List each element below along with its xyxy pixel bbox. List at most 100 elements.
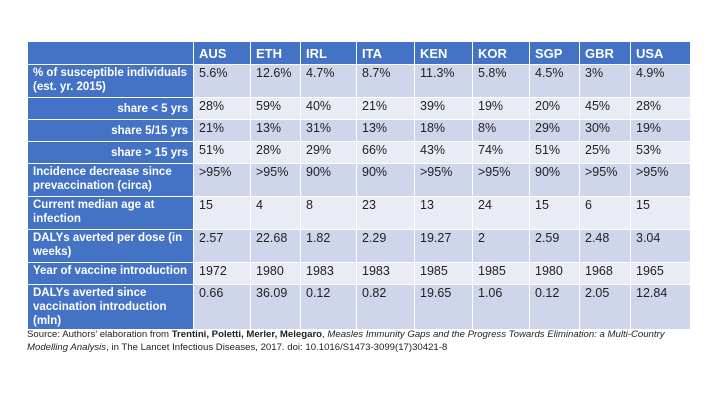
- source-suffix: , in The Lancet Infectious Diseases, 201…: [106, 342, 448, 353]
- source-title: Measles Immunity Gaps and the Progress T…: [27, 329, 665, 353]
- table-cell: 74%: [472, 141, 530, 164]
- column-header-kor: KOR: [472, 41, 530, 65]
- table-cell: 13%: [356, 119, 415, 142]
- source-authors: Trentini, Poletti, Merler, Melegaro: [171, 329, 323, 340]
- table-cell: 1965: [630, 262, 691, 285]
- row-label: Year of vaccine introduction: [27, 262, 194, 285]
- row-label: DALYs averted since vaccination introduc…: [27, 284, 194, 330]
- table-cell: 13%: [250, 119, 301, 142]
- table-row: share < 5 yrs 28% 59% 40% 21% 39% 19% 20% 45% 28%: [27, 97, 691, 120]
- table-cell: 31%: [300, 119, 357, 142]
- source-separator: ,: [322, 329, 328, 340]
- table-cell: 29%: [529, 119, 580, 142]
- column-header-irl: IRL: [300, 41, 357, 65]
- table-cell: 2.05: [579, 284, 631, 330]
- table-cell: 15: [529, 196, 580, 230]
- table-cell: 53%: [630, 141, 691, 164]
- table-cell: 1972: [193, 262, 251, 285]
- table-row: share > 15 yrs 51% 28% 29% 66% 43% 74% 51% 25% 53…: [27, 141, 691, 164]
- row-label: DALYs averted per dose (in weeks): [27, 229, 194, 263]
- column-header-sgp: SGP: [529, 41, 580, 65]
- table-cell: 3.04: [630, 229, 691, 263]
- table-cell: 2: [472, 229, 530, 263]
- table-cell: >95%: [193, 163, 251, 197]
- table-cell: >95%: [250, 163, 301, 197]
- table-cell: 59%: [250, 97, 301, 120]
- table-cell: 21%: [356, 97, 415, 120]
- row-label: share < 5 yrs: [27, 97, 194, 120]
- table-cell: 1.82: [300, 229, 357, 263]
- column-header-ita: ITA: [356, 41, 415, 65]
- table-cell: 8%: [472, 119, 530, 142]
- table-cell: 2.59: [529, 229, 580, 263]
- table-cell: 19%: [630, 119, 691, 142]
- header-row: AUS ETH IRL ITA KEN KOR SGP GBR USA: [27, 41, 691, 65]
- table-cell: 1968: [579, 262, 631, 285]
- column-header-usa: USA: [630, 41, 691, 65]
- table-cell: 13: [414, 196, 473, 230]
- table-cell: 2.29: [356, 229, 415, 263]
- table-cell: 3%: [579, 64, 631, 98]
- column-header-ken: KEN: [414, 41, 473, 65]
- table-cell: 5.6%: [193, 64, 251, 98]
- row-label: share > 15 yrs: [27, 141, 194, 164]
- table-cell: 1980: [529, 262, 580, 285]
- table-cell: 24: [472, 196, 530, 230]
- table-cell: 4.5%: [529, 64, 580, 98]
- table-cell: 90%: [300, 163, 357, 197]
- row-label: share 5/15 yrs: [27, 119, 194, 142]
- table-cell: 36.09: [250, 284, 301, 330]
- table-cell: 0.12: [529, 284, 580, 330]
- table-cell: 8.7%: [356, 64, 415, 98]
- table-cell: 15: [193, 196, 251, 230]
- row-label: % of susceptible individuals (est. yr. 2…: [27, 64, 194, 98]
- table-cell: 12.84: [630, 284, 691, 330]
- table-cell: 23: [356, 196, 415, 230]
- table-cell: 51%: [529, 141, 580, 164]
- table-cell: 30%: [579, 119, 631, 142]
- table-cell: 1985: [472, 262, 530, 285]
- table-cell: 1980: [250, 262, 301, 285]
- column-header-gbr: GBR: [579, 41, 631, 65]
- table-cell: 40%: [300, 97, 357, 120]
- table-cell: 11.3%: [414, 64, 473, 98]
- table-cell: 4.7%: [300, 64, 357, 98]
- table-row: Incidence decrease since prevaccination …: [27, 163, 691, 197]
- table-cell: >95%: [414, 163, 473, 197]
- table-cell: >95%: [579, 163, 631, 197]
- table-cell: 28%: [630, 97, 691, 120]
- table-cell: 2.57: [193, 229, 251, 263]
- table-cell: 1983: [300, 262, 357, 285]
- data-table: AUS ETH IRL ITA KEN KOR SGP GBR USA % of suscept…: [27, 41, 691, 330]
- table-cell: 2.48: [579, 229, 631, 263]
- table-row: Year of vaccine introduction 1972 1980 1983…: [27, 262, 691, 285]
- table-cell: 19.27: [414, 229, 473, 263]
- table-cell: >95%: [630, 163, 691, 197]
- table-row: % of susceptible individuals (est. yr. 2…: [27, 64, 691, 98]
- table-cell: 45%: [579, 97, 631, 120]
- source-prefix: Source: Authors’ elaboration from: [27, 329, 172, 340]
- table-cell: 1985: [414, 262, 473, 285]
- row-label: Incidence decrease since prevaccination …: [27, 163, 194, 197]
- row-label: Current median age at infection: [27, 196, 194, 230]
- table-cell: 1.06: [472, 284, 530, 330]
- table-cell: >95%: [472, 163, 530, 197]
- table-cell: 51%: [193, 141, 251, 164]
- table-cell: 0.12: [300, 284, 357, 330]
- table-cell: 18%: [414, 119, 473, 142]
- table-cell: 21%: [193, 119, 251, 142]
- table-cell: 22.68: [250, 229, 301, 263]
- table-cell: 19.65: [414, 284, 473, 330]
- table-body: % of susceptible individuals (est. yr. 2…: [27, 64, 691, 330]
- table-cell: 39%: [414, 97, 473, 120]
- table-cell: 12.6%: [250, 64, 301, 98]
- table-cell: 25%: [579, 141, 631, 164]
- table-cell: 4.9%: [630, 64, 691, 98]
- table-cell: 0.82: [356, 284, 415, 330]
- table-cell: 90%: [529, 163, 580, 197]
- table-row: share 5/15 yrs 21% 13% 31% 13% 18% 8% 29% 30% 19%: [27, 119, 691, 142]
- table-cell: 19%: [472, 97, 530, 120]
- table-cell: 29%: [300, 141, 357, 164]
- table-cell: 66%: [356, 141, 415, 164]
- table-cell: 15: [630, 196, 691, 230]
